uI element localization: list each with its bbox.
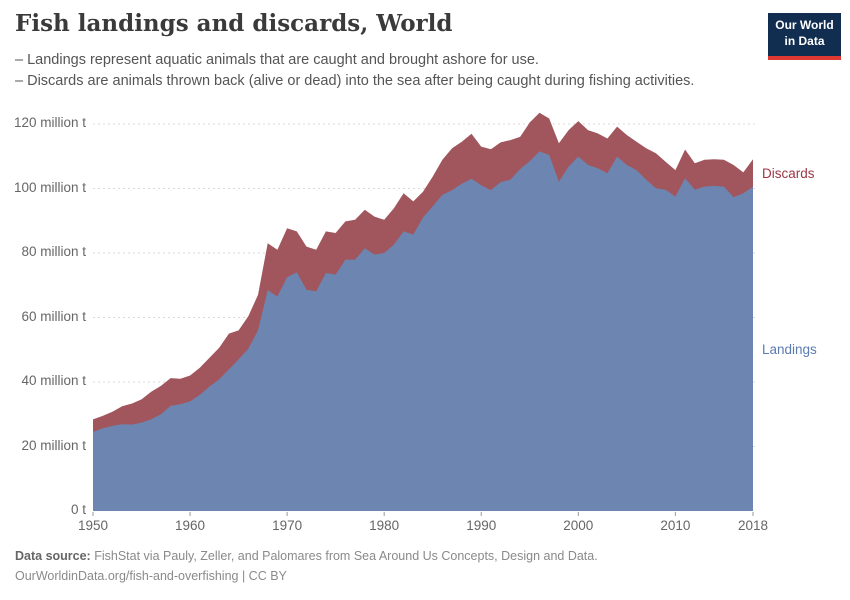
legend-label-landings: Landings: [762, 342, 817, 357]
x-axis-tick-label: 1950: [77, 518, 109, 533]
legend-label-discards: Discards: [762, 166, 815, 181]
subtitle-line-2: – Discards are animals thrown back (aliv…: [15, 73, 695, 89]
owid-logo-line1: Our World: [775, 18, 834, 32]
page-title: Fish landings and discards, World: [15, 10, 453, 37]
data-source-text: FishStat via Pauly, Zeller, and Palomare…: [94, 549, 598, 563]
x-axis-tick-label: 2010: [660, 518, 691, 533]
x-axis-tick-label: 2000: [563, 518, 594, 533]
x-axis-tick-label: 1990: [466, 518, 497, 533]
x-axis-tick-label: 1970: [272, 518, 303, 533]
y-axis-tick-label: 20 million t: [21, 437, 86, 453]
y-axis-tick-label: 40 million t: [21, 373, 86, 388]
subtitle-line-1: – Landings represent aquatic animals tha…: [15, 52, 539, 68]
landings-area[interactable]: [93, 151, 753, 511]
x-axis-tick-label: 1980: [369, 518, 400, 533]
y-axis-tick-label: 100 million t: [13, 179, 86, 195]
owid-logo-line2: in Data: [784, 34, 825, 48]
x-axis-tick-label: 1960: [175, 518, 206, 533]
citation-line: OurWorldinData.org/fish-and-overfishing …: [15, 569, 287, 583]
y-axis-tick-label: 0 t: [70, 502, 86, 517]
data-source-label: Data source:: [15, 549, 91, 563]
data-source-line: Data source: FishStat via Pauly, Zeller,…: [15, 549, 598, 563]
y-axis-tick-label: 60 million t: [21, 308, 86, 324]
x-axis-ticks: [92, 512, 754, 516]
x-axis-tick-label: 2018: [737, 518, 769, 533]
owid-logo-red-bar: [768, 56, 841, 60]
y-axis-tick-label: 120 million t: [13, 115, 86, 130]
owid-logo: Our World in Data: [768, 13, 841, 60]
y-axis-tick-label: 80 million t: [21, 244, 86, 259]
